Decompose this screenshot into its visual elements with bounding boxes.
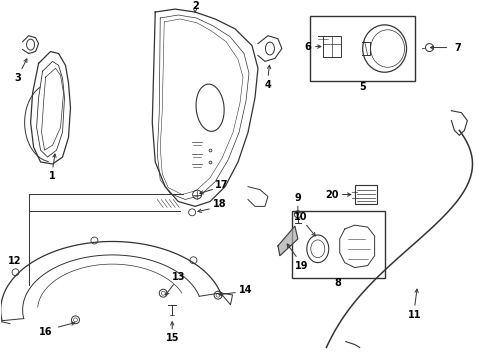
Text: 20: 20 <box>325 190 339 199</box>
Text: 5: 5 <box>359 82 366 92</box>
Text: 4: 4 <box>265 80 271 90</box>
Text: 17: 17 <box>215 180 229 190</box>
Bar <box>355 185 377 204</box>
Text: 16: 16 <box>39 327 52 337</box>
Text: 1: 1 <box>49 171 56 181</box>
Text: 19: 19 <box>295 261 309 271</box>
Text: 13: 13 <box>172 273 185 283</box>
Text: 3: 3 <box>14 73 21 83</box>
Text: 7: 7 <box>454 42 461 53</box>
Text: 10: 10 <box>294 212 308 222</box>
Text: 8: 8 <box>334 278 341 288</box>
Polygon shape <box>278 226 298 256</box>
Bar <box>292 211 385 278</box>
Bar <box>323 36 341 58</box>
Text: 15: 15 <box>166 333 179 343</box>
Bar <box>310 16 415 81</box>
Text: 12: 12 <box>8 256 22 266</box>
Text: 11: 11 <box>408 310 421 320</box>
Text: 18: 18 <box>213 199 227 210</box>
Text: 9: 9 <box>294 193 301 203</box>
Text: 14: 14 <box>239 285 253 295</box>
Text: 6: 6 <box>304 41 311 51</box>
Text: 2: 2 <box>192 1 198 11</box>
